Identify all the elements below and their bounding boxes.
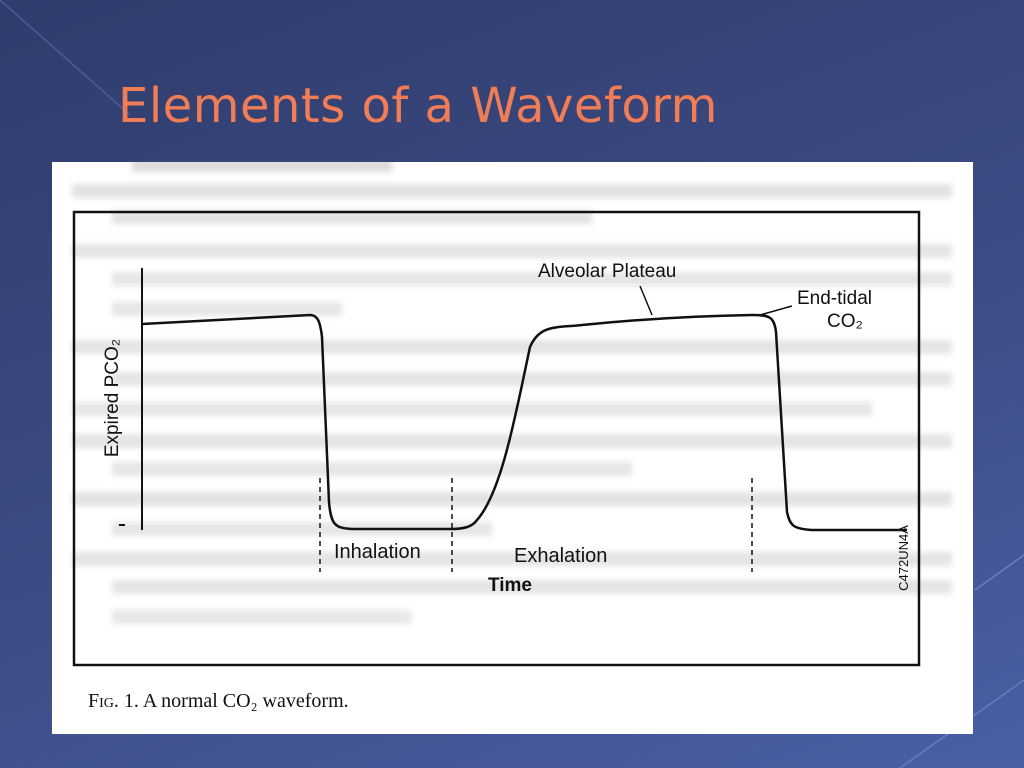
exhalation-label: Exhalation <box>514 545 607 567</box>
figure-frame <box>72 210 921 667</box>
end-tidal-label: End-tidal <box>797 288 872 309</box>
caption-prefix: Fig. 1. <box>88 690 139 712</box>
scanned-figure: Expired PCO₂ Inhalation Exhalation Time … <box>52 162 973 734</box>
figure-code: C472UN4A <box>896 525 911 591</box>
co2-waveform-curve <box>141 313 907 532</box>
inhalation-label: Inhalation <box>334 541 421 563</box>
co2-waveform-figure: Expired PCO₂ Inhalation Exhalation Time … <box>72 210 921 667</box>
caption-text: A normal CO₂ waveform. <box>142 690 349 712</box>
y-axis-label: Expired PCO₂ <box>102 339 123 457</box>
end-tidal-leader <box>759 305 793 316</box>
x-axis-label: Time <box>488 575 532 596</box>
slide-title: Elements of a Waveform <box>118 78 718 134</box>
alveolar-plateau-leader <box>639 285 653 316</box>
figure-caption: Fig. 1. A normal CO₂ waveform. <box>88 690 349 713</box>
end-tidal-co2-label: CO₂ <box>827 311 863 332</box>
alveolar-plateau-label: Alveolar Plateau <box>538 261 676 282</box>
